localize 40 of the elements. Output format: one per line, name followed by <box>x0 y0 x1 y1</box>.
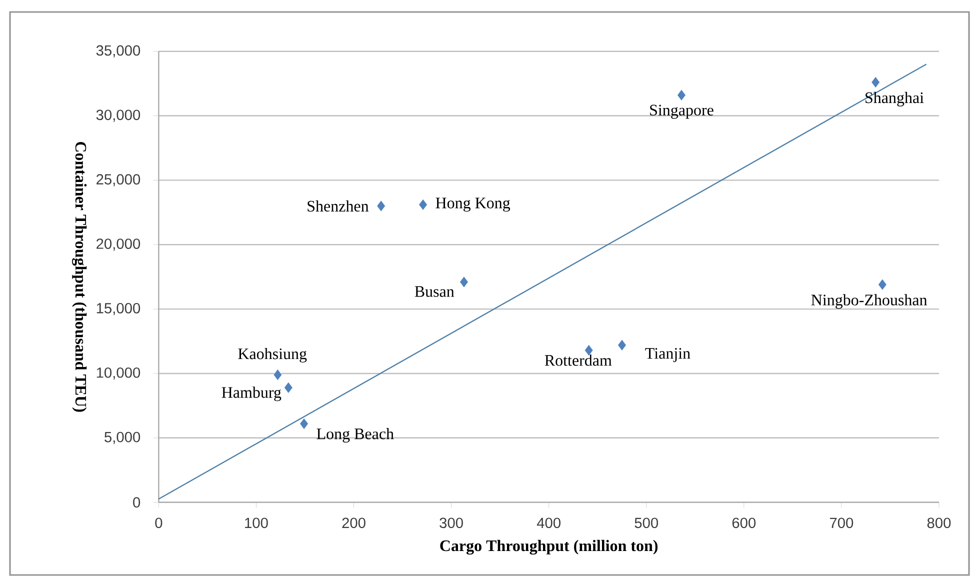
point <box>878 278 887 290</box>
point <box>871 76 880 88</box>
y-tick-label: 0 <box>133 497 140 508</box>
x-tick-label: 300 <box>440 518 463 528</box>
annotation: Shenzhen <box>308 200 369 212</box>
y-tick-label: 5,000 <box>104 432 140 444</box>
x-tick-label: 200 <box>342 518 366 528</box>
annotation: Ningbo-Zhoushan <box>811 294 928 309</box>
point <box>618 339 626 351</box>
point <box>273 368 282 381</box>
annotation: Busan <box>414 286 454 297</box>
annotation: Long Beach <box>316 428 394 443</box>
point <box>376 200 386 212</box>
x-tick-label: 400 <box>536 518 560 528</box>
annotation: Hamburg <box>222 386 282 402</box>
point <box>460 276 468 288</box>
point <box>677 89 686 101</box>
x-tick-label: 100 <box>245 518 268 528</box>
y-tick-label: 25,000 <box>96 174 140 186</box>
annotation: Rotterdam <box>544 354 612 366</box>
y-tick-label: 10,000 <box>96 367 140 380</box>
x-tick-label: 600 <box>732 518 756 528</box>
x-tick-label: 700 <box>830 518 854 528</box>
point <box>300 418 308 430</box>
annotation: Tianjin <box>645 348 690 362</box>
x-tick-label: 0 <box>155 518 162 528</box>
x-tick-label: 500 <box>634 518 658 528</box>
point <box>418 198 428 210</box>
y-axis-title: Container Throughput (thousand TEU) <box>72 142 87 412</box>
annotation: Singapore <box>650 104 714 119</box>
annotation: Kaohsiung <box>238 348 307 362</box>
annotation: Hong Kong <box>436 198 510 212</box>
y-tick-label: 30,000 <box>96 110 140 122</box>
point <box>284 382 293 394</box>
y-tick-label: 15,000 <box>96 303 140 316</box>
annotation: Shanghai <box>866 92 924 106</box>
x-tick-label: 800 <box>927 518 951 528</box>
y-tick-label: 20,000 <box>96 238 140 251</box>
y-tick-label: 35,000 <box>96 45 140 58</box>
x-axis-title: Cargo Throughput (million ton) <box>440 540 658 555</box>
